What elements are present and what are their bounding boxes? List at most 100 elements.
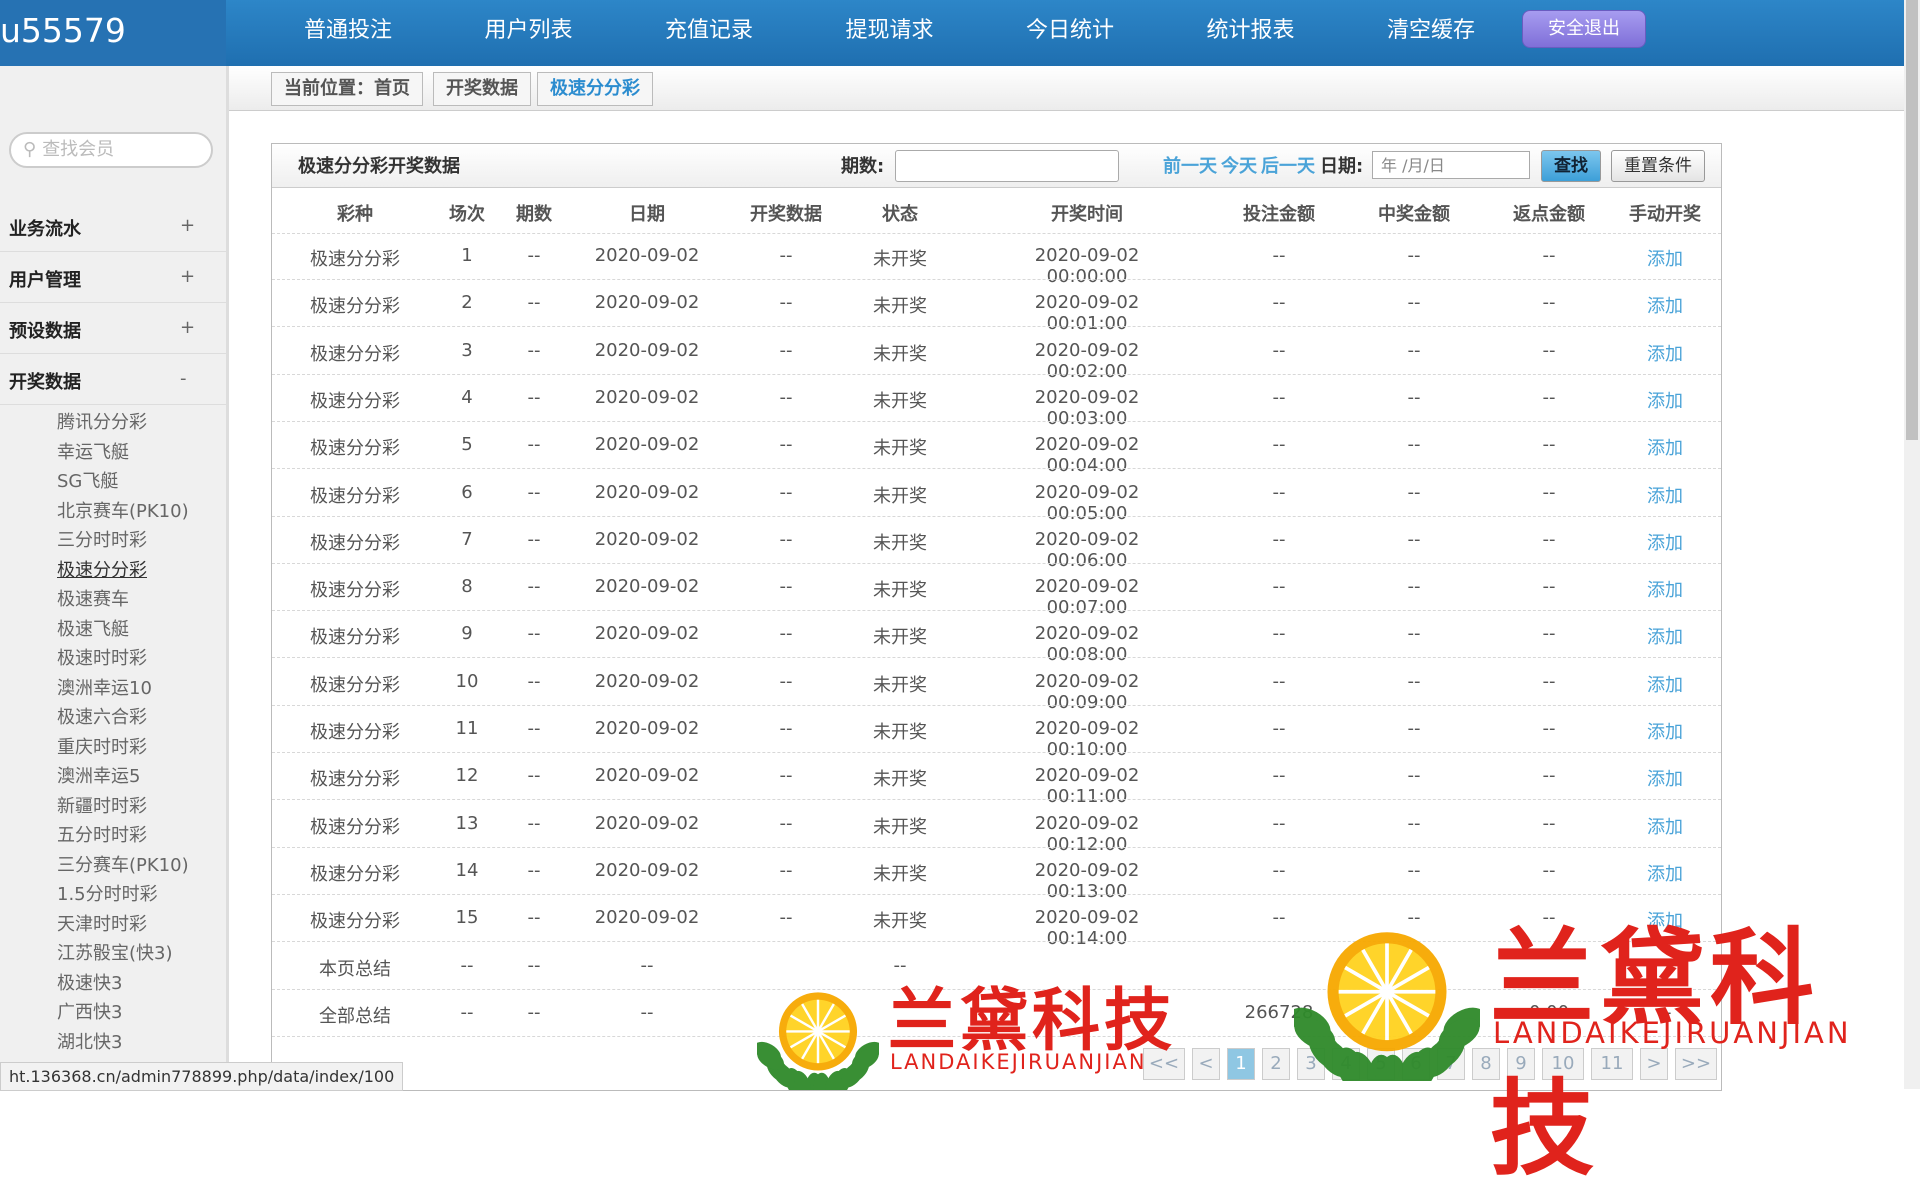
- day-link[interactable]: 后一天: [1261, 156, 1315, 177]
- menu-group[interactable]: 预设数据: [9, 321, 81, 342]
- menu-toggle[interactable]: +: [180, 215, 196, 236]
- menu-toggle[interactable]: +: [180, 266, 196, 287]
- menu-item[interactable]: 极速赛车: [57, 589, 129, 610]
- menu-item[interactable]: 江苏骰宝(快3): [57, 943, 173, 964]
- row-line: [272, 373, 1721, 375]
- page-button[interactable]: <: [1192, 1048, 1220, 1080]
- page-button[interactable]: <<: [1143, 1048, 1185, 1080]
- table-cell: 5: [461, 434, 473, 456]
- menu-item[interactable]: 澳洲幸运10: [57, 677, 152, 699]
- page-button[interactable]: 8: [1472, 1048, 1500, 1080]
- breadcrumb-item[interactable]: 极速分分彩: [537, 72, 653, 106]
- nav-item[interactable]: 提现请求: [845, 18, 934, 43]
- menu-item[interactable]: 三分赛车(PK10): [57, 854, 189, 876]
- menu-item[interactable]: 三分时时彩: [57, 530, 147, 551]
- table-cell: --: [1272, 245, 1286, 266]
- page-button[interactable]: 2: [1262, 1048, 1290, 1080]
- add-link[interactable]: 添加: [1647, 438, 1683, 460]
- issue-input[interactable]: [895, 150, 1119, 182]
- add-link[interactable]: 添加: [1647, 769, 1683, 791]
- table-cell: 1: [461, 245, 473, 266]
- page-button[interactable]: 3: [1297, 1048, 1325, 1080]
- add-link[interactable]: 添加: [1647, 816, 1683, 838]
- table-cell: 未开奖: [873, 343, 927, 365]
- nav-item[interactable]: 普通投注: [304, 18, 393, 43]
- nav-item[interactable]: 今日统计: [1026, 18, 1115, 43]
- add-link[interactable]: 添加: [1647, 343, 1683, 365]
- table-cell: --: [1407, 528, 1421, 550]
- nav-item[interactable]: 充值记录: [665, 18, 754, 43]
- menu-toggle[interactable]: -: [180, 368, 187, 389]
- menu-item[interactable]: 新疆时时彩: [57, 795, 147, 817]
- search-icon: ⚲: [23, 139, 37, 160]
- logout-button[interactable]: 安全退出: [1522, 10, 1646, 48]
- add-link[interactable]: 添加: [1647, 580, 1683, 602]
- table-cell: 极速分分彩: [310, 816, 400, 838]
- menu-item[interactable]: 重庆时时彩: [57, 736, 147, 758]
- page-button[interactable]: 11: [1591, 1048, 1633, 1080]
- menu-item[interactable]: 澳洲幸运5: [57, 766, 141, 787]
- menu-item[interactable]: 五分时时彩: [57, 825, 147, 846]
- menu-item[interactable]: 广西快3: [57, 1002, 123, 1023]
- page-button[interactable]: 1: [1227, 1048, 1255, 1080]
- menu-group[interactable]: 开奖数据: [9, 372, 81, 393]
- reset-button[interactable]: 重置条件: [1611, 150, 1705, 182]
- table-cell: --: [1542, 812, 1556, 834]
- table-cell: 2020-09-02 00:01:00: [1034, 292, 1140, 335]
- menu-toggle[interactable]: +: [180, 317, 196, 338]
- add-link[interactable]: 添加: [1647, 390, 1683, 412]
- date-input[interactable]: 年 /月/日: [1372, 151, 1530, 179]
- menu-item[interactable]: 极速飞艇: [57, 618, 129, 640]
- day-link[interactable]: 前一天: [1163, 156, 1217, 177]
- nav-item[interactable]: 统计报表: [1206, 18, 1295, 43]
- add-link[interactable]: 添加: [1647, 722, 1683, 743]
- table-cell: --: [527, 481, 541, 503]
- table-cell: --: [1542, 481, 1556, 503]
- logo-part: [1397, 1051, 1427, 1081]
- table-cell: --: [779, 434, 793, 456]
- search-button[interactable]: 查找: [1541, 150, 1601, 182]
- table-cell: 2020-09-02: [594, 812, 700, 834]
- header-line: [272, 233, 1721, 234]
- table-cell: --: [1658, 1001, 1672, 1023]
- nav-item[interactable]: 用户列表: [484, 18, 573, 43]
- menu-group[interactable]: 业务流水: [9, 219, 81, 240]
- day-link[interactable]: 今天: [1221, 156, 1257, 177]
- menu-item[interactable]: 天津时时彩: [57, 913, 147, 935]
- menu-item[interactable]: 湖北快3: [57, 1031, 123, 1053]
- menu-item[interactable]: 极速六合彩: [57, 707, 147, 728]
- column-header: 开奖时间: [1051, 204, 1123, 225]
- menu-item[interactable]: 1.5分时时彩: [57, 884, 158, 905]
- add-link[interactable]: 添加: [1647, 296, 1683, 318]
- page-button[interactable]: >>: [1675, 1048, 1717, 1080]
- add-link[interactable]: 添加: [1647, 485, 1683, 507]
- add-link[interactable]: 添加: [1647, 532, 1683, 554]
- menu-item[interactable]: 极速快3: [57, 972, 123, 994]
- page-button[interactable]: 9: [1507, 1048, 1535, 1080]
- menu-item[interactable]: 幸运飞艇: [57, 441, 129, 463]
- watermark-logo: [1294, 932, 1480, 1081]
- table-cell: --: [1407, 859, 1421, 881]
- menu-divider: [0, 251, 226, 252]
- breadcrumb-item[interactable]: 当前位置：首页: [271, 72, 423, 106]
- member-search[interactable]: ⚲ 查找会员: [9, 132, 213, 168]
- menu-item[interactable]: 腾讯分分彩: [57, 412, 147, 433]
- breadcrumb-item[interactable]: 开奖数据: [433, 72, 531, 106]
- menu-group[interactable]: 用户管理: [9, 270, 81, 291]
- menu-item[interactable]: 北京赛车(PK10): [57, 500, 189, 522]
- add-link[interactable]: 添加: [1647, 911, 1683, 933]
- nav-item[interactable]: 清空缓存: [1387, 18, 1476, 43]
- menu-item[interactable]: SG飞艇: [57, 471, 119, 492]
- menu-item[interactable]: 极速分分彩: [57, 559, 147, 581]
- logo-part: [817, 1014, 847, 1033]
- scroll-thumb[interactable]: [1906, 0, 1918, 440]
- menu-item[interactable]: 极速时时彩: [57, 648, 147, 669]
- table-cell: 未开奖: [873, 390, 927, 412]
- add-link[interactable]: 添加: [1647, 627, 1683, 649]
- page-button[interactable]: 10: [1542, 1048, 1584, 1080]
- logo-part: [825, 1070, 845, 1090]
- page-button[interactable]: >: [1640, 1048, 1668, 1080]
- add-link[interactable]: 添加: [1647, 249, 1683, 270]
- add-link[interactable]: 添加: [1647, 674, 1683, 696]
- add-link[interactable]: 添加: [1647, 863, 1683, 885]
